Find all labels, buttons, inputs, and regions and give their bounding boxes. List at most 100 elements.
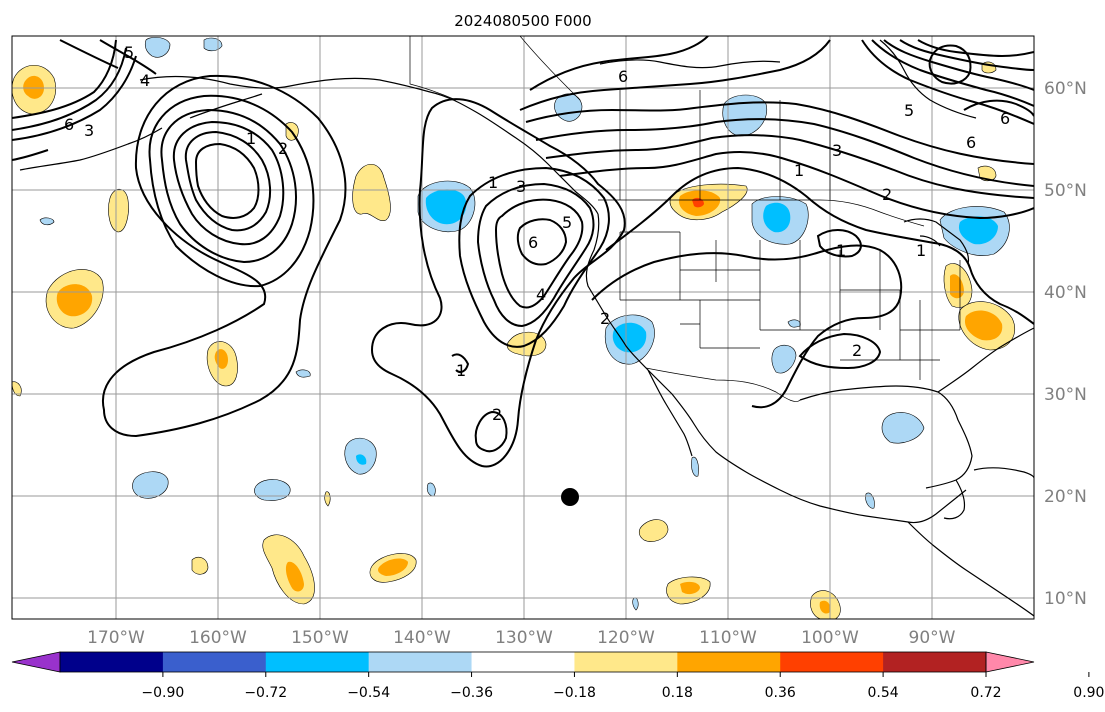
contour-label: 5 (904, 101, 914, 120)
colorbar-segment (265, 652, 370, 672)
latitude-label: 40°N (1044, 283, 1087, 303)
positive-anomaly-core (378, 558, 408, 576)
graticule (12, 36, 1034, 619)
colorbar-extend-low (11, 651, 61, 673)
colorbar-segment (368, 652, 473, 672)
longitude-label: 110°W (699, 628, 757, 648)
colorbar (11, 651, 1035, 673)
negative-anomaly-core (763, 202, 791, 233)
contour-label: 3 (84, 121, 94, 140)
negative-anomaly-core (612, 322, 647, 353)
contour-line (59, 39, 119, 69)
contour-line (474, 410, 508, 453)
colorbar-tick-label: −0.90 (141, 685, 184, 701)
state-borders (619, 231, 961, 380)
contour-line (148, 94, 315, 288)
positive-anomaly-patch (352, 163, 391, 222)
latitude-label: 20°N (1044, 487, 1087, 507)
contour-line (559, 151, 1034, 220)
positive-anomaly-patch (108, 188, 129, 233)
map-frame (11, 35, 1035, 620)
contour-label: 2 (882, 185, 892, 204)
contour-line (928, 44, 972, 85)
contour-label: 5 (562, 213, 572, 232)
negative-anomaly-patch (632, 597, 639, 611)
contour-line (12, 149, 49, 161)
contour-label: 3 (832, 141, 842, 160)
coastline-gulf (799, 327, 1034, 489)
negative-anomaly-patch (865, 492, 875, 509)
negative-anomaly-patch (132, 471, 169, 499)
contour-line (476, 182, 595, 328)
contour-line (451, 353, 470, 373)
coastline-aleutians (19, 93, 263, 171)
border-us-mexico (645, 367, 801, 402)
longitude-label: 140°W (393, 628, 451, 648)
contour-line (861, 39, 1034, 125)
latitude-label: 50°N (1044, 181, 1087, 201)
colorbar-segment (574, 652, 678, 672)
negative-anomaly-patch (39, 217, 55, 226)
colorbar-segment (60, 652, 164, 672)
contour-label: 6 (64, 115, 74, 134)
contour-label: 5 (124, 43, 134, 62)
coastline-central-america (907, 521, 1034, 617)
contour-label: 1 (456, 361, 466, 380)
contour-line (529, 36, 709, 91)
positive-anomaly-core (23, 75, 44, 99)
contour-label: 6 (1000, 109, 1010, 128)
colorbar-extend-high (985, 651, 1035, 673)
contour-line (535, 118, 1034, 187)
negative-anomaly-patch (254, 479, 291, 501)
colorbar-segment (677, 652, 781, 672)
coastline-alaska (139, 75, 599, 215)
colorbar-tick-label: 0.72 (970, 685, 1001, 701)
colorbar-tick-label: −0.54 (347, 685, 390, 701)
contour-label: 1 (836, 241, 846, 260)
contour-label: 4 (536, 285, 546, 304)
negative-anomaly-core (356, 454, 367, 465)
negative-anomaly-patch (722, 94, 768, 137)
contour-lines (12, 36, 1034, 468)
colorbar-segment (883, 652, 987, 672)
coastline-hudson-bay (879, 39, 977, 119)
longitude-label: 170°W (87, 628, 145, 648)
contour-label: 1 (488, 173, 498, 192)
contour-label: 1 (794, 161, 804, 180)
longitude-label: 150°W (291, 628, 349, 648)
latitude-labels: 60°N 50°N 40°N 30°N 20°N 10°N (1044, 79, 1087, 609)
positive-anomaly-core (285, 561, 304, 592)
contour-line (519, 39, 831, 111)
map-panel: 6 3 5 4 2 1 1 2 1 3 5 6 4 1 2 6 3 5 6 1 … (12, 36, 1034, 619)
province-borders (519, 36, 831, 200)
contour-line (99, 39, 157, 75)
positive-anomaly-patch (638, 519, 669, 542)
longitude-label: 100°W (801, 628, 859, 648)
latitude-label: 60°N (1044, 79, 1087, 99)
contour-label: 6 (528, 233, 538, 252)
contour-line (605, 166, 1034, 325)
coastline-cuba (973, 467, 1034, 479)
border-alaska-canada (409, 36, 457, 101)
contour-label: 1 (916, 241, 926, 260)
latitude-label: 30°N (1044, 385, 1087, 405)
positive-anomaly-patch (12, 381, 22, 397)
negative-anomaly-core (425, 189, 467, 225)
coastlines (19, 39, 1034, 617)
border-us-canada (598, 199, 925, 227)
positive-anomaly-patch (977, 165, 997, 182)
contour-line (798, 332, 882, 370)
contour-label: 2 (278, 139, 288, 158)
positive-anomaly-core (680, 581, 700, 595)
negative-anomaly-patch (295, 369, 311, 378)
coastline-canada-islands (599, 59, 781, 69)
contour-line (101, 74, 347, 438)
contour-line (172, 120, 285, 246)
longitude-label: 90°W (909, 628, 956, 648)
contour-line (370, 98, 626, 468)
contour-line (883, 39, 1034, 91)
colorbar-tick-labels: −0.90 −0.72 −0.54 −0.36 −0.18 0.18 0.36 0.54 0.7… (141, 672, 1104, 701)
colorbar-segment (780, 652, 884, 672)
positive-anomaly-core (819, 600, 831, 614)
